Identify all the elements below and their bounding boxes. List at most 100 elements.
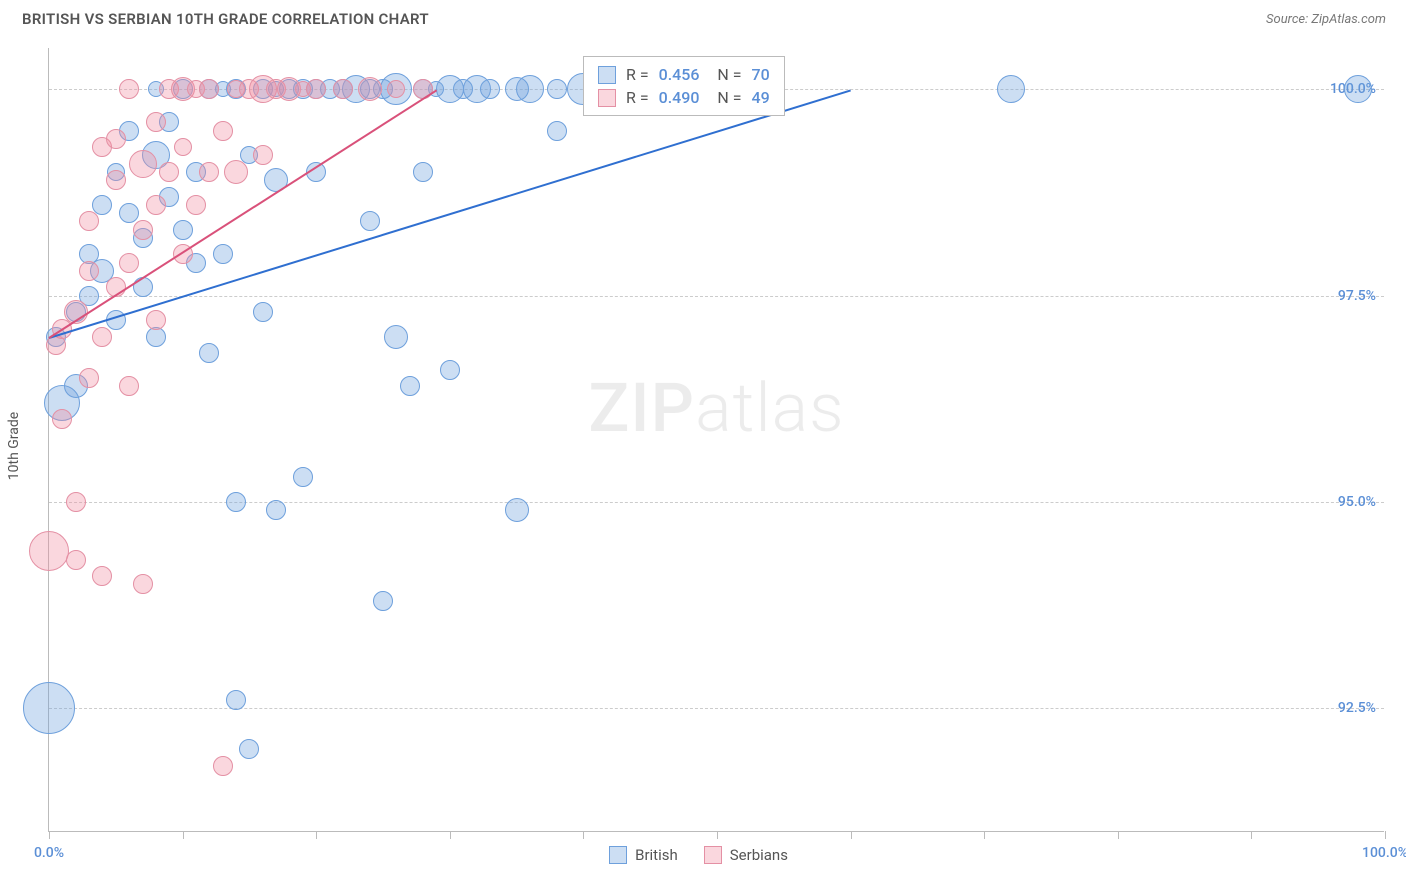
data-point[interactable]	[66, 492, 86, 512]
data-point[interactable]	[133, 220, 153, 240]
data-point[interactable]	[146, 112, 166, 132]
data-point[interactable]	[997, 75, 1025, 103]
stat-n-value: 49	[752, 88, 770, 107]
gridline-h	[49, 296, 1384, 297]
y-tick-label: 97.5%	[1338, 288, 1376, 304]
data-point[interactable]	[239, 739, 259, 759]
legend-item[interactable]: Serbians	[704, 846, 788, 864]
legend-label: British	[635, 846, 678, 864]
gridline-h	[49, 708, 1384, 709]
data-point[interactable]	[224, 160, 248, 184]
chart-container: BRITISH VS SERBIAN 10TH GRADE CORRELATIO…	[0, 0, 1406, 892]
data-point[interactable]	[384, 325, 408, 349]
data-point[interactable]	[199, 79, 219, 99]
data-point[interactable]	[119, 203, 139, 223]
data-point[interactable]	[306, 79, 326, 99]
data-point[interactable]	[360, 211, 380, 231]
x-tick	[316, 831, 317, 839]
x-tick	[851, 831, 852, 839]
data-point[interactable]	[129, 150, 157, 178]
x-tick	[49, 831, 50, 839]
y-axis-label: 10th Grade	[6, 412, 22, 480]
data-point[interactable]	[173, 220, 193, 240]
data-point[interactable]	[253, 302, 273, 322]
data-point[interactable]	[413, 162, 433, 182]
legend-marker-icon	[704, 846, 722, 864]
data-point[interactable]	[79, 261, 99, 281]
x-tick	[984, 831, 985, 839]
data-point[interactable]	[146, 310, 166, 330]
data-point[interactable]	[440, 360, 460, 380]
stats-row: R = 0.456 N = 70	[598, 63, 770, 86]
data-point[interactable]	[213, 244, 233, 264]
data-point[interactable]	[266, 500, 286, 520]
data-point[interactable]	[547, 121, 567, 141]
series-marker-icon	[598, 66, 616, 84]
x-tick	[717, 831, 718, 839]
data-point[interactable]	[66, 550, 86, 570]
series-marker-icon	[598, 89, 616, 107]
y-tick-label: 92.5%	[1338, 700, 1376, 716]
x-tick	[1118, 831, 1119, 839]
data-point[interactable]	[1344, 75, 1372, 103]
data-point[interactable]	[159, 162, 179, 182]
source-label: Source: ZipAtlas.com	[1266, 12, 1386, 27]
data-point[interactable]	[358, 77, 382, 101]
data-point[interactable]	[92, 566, 112, 586]
watermark: ZIPatlas	[588, 368, 844, 448]
x-tick	[1385, 831, 1386, 839]
data-point[interactable]	[373, 591, 393, 611]
data-point[interactable]	[199, 343, 219, 363]
legend-label: Serbians	[730, 846, 788, 864]
data-point[interactable]	[547, 79, 567, 99]
legend-item[interactable]: British	[609, 846, 678, 864]
legend-marker-icon	[609, 846, 627, 864]
chart-title: BRITISH VS SERBIAN 10TH GRADE CORRELATIO…	[22, 10, 429, 28]
data-point[interactable]	[516, 75, 544, 103]
data-point[interactable]	[79, 368, 99, 388]
stats-box: R = 0.456 N = 70R = 0.490 N = 49	[583, 56, 785, 116]
data-point[interactable]	[226, 690, 246, 710]
data-point[interactable]	[106, 129, 126, 149]
data-point[interactable]	[106, 170, 126, 190]
data-point[interactable]	[293, 467, 313, 487]
trend-line	[48, 89, 437, 338]
stat-r-label: R =	[626, 88, 649, 107]
data-point[interactable]	[480, 79, 500, 99]
x-tick	[583, 831, 584, 839]
stat-n-label: N =	[709, 88, 741, 107]
data-point[interactable]	[119, 376, 139, 396]
data-point[interactable]	[133, 574, 153, 594]
data-point[interactable]	[400, 376, 420, 396]
y-tick-label: 95.0%	[1338, 494, 1376, 510]
data-point[interactable]	[92, 327, 112, 347]
stat-n-label: N =	[709, 65, 741, 84]
data-point[interactable]	[213, 756, 233, 776]
data-point[interactable]	[119, 253, 139, 273]
data-point[interactable]	[23, 682, 75, 734]
data-point[interactable]	[505, 498, 529, 522]
data-point[interactable]	[79, 211, 99, 231]
legend: British Serbians	[609, 846, 788, 864]
x-tick-label: 100.0%	[1362, 845, 1406, 861]
data-point[interactable]	[92, 195, 112, 215]
x-tick	[183, 831, 184, 839]
data-point[interactable]	[333, 79, 353, 99]
data-point[interactable]	[174, 138, 192, 156]
data-point[interactable]	[186, 195, 206, 215]
x-tick-label: 0.0%	[34, 845, 64, 861]
data-point[interactable]	[29, 531, 69, 571]
data-point[interactable]	[119, 79, 139, 99]
data-point[interactable]	[253, 145, 273, 165]
data-point[interactable]	[213, 121, 233, 141]
data-point[interactable]	[387, 80, 405, 98]
data-point[interactable]	[52, 409, 72, 429]
stat-r-value: 0.456	[659, 65, 700, 84]
x-tick	[450, 831, 451, 839]
header: BRITISH VS SERBIAN 10TH GRADE CORRELATIO…	[0, 0, 1406, 34]
data-point[interactable]	[226, 492, 246, 512]
data-point[interactable]	[146, 195, 166, 215]
x-tick	[1251, 831, 1252, 839]
stat-n-value: 70	[752, 65, 770, 84]
data-point[interactable]	[199, 162, 219, 182]
